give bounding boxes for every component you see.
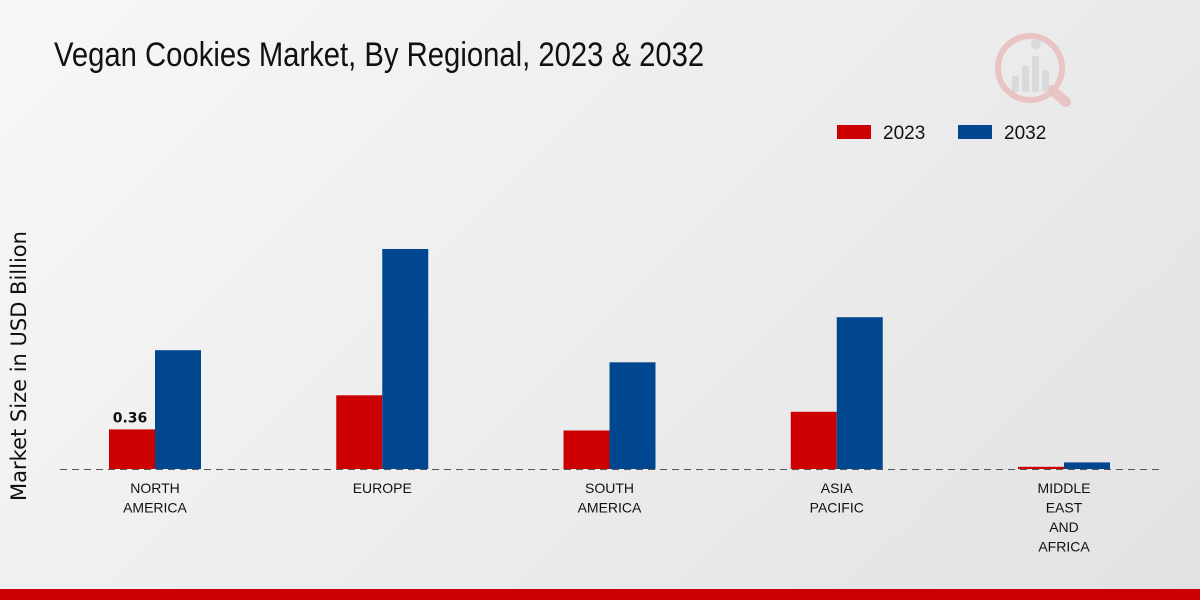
bar-2032-1 <box>382 249 429 469</box>
bar-2023-0 <box>109 429 155 469</box>
y-axis-label: Market Size in USD Billion <box>7 231 31 501</box>
bars <box>109 249 1110 469</box>
x-tick-labels: NORTH AMERICA EUROPE SOUTH AMERICA ASIA PACIFI… <box>123 480 1090 555</box>
bar-2032-4 <box>1064 462 1110 469</box>
footer-accent-bar <box>0 589 1200 600</box>
bar-2023-2 <box>563 430 610 469</box>
chart-title: Vegan Cookies Market, By Regional, 2023 … <box>54 36 705 74</box>
x-tick-label: NORTH AMERICA <box>123 480 187 516</box>
legend-swatch-2032 <box>958 125 992 139</box>
bar-2023-4 <box>1018 466 1064 469</box>
bar-2032-2 <box>609 362 656 469</box>
x-tick-label: MIDDLE EAST AND AFRICA <box>1038 480 1091 555</box>
x-tick-label: ASIA PACIFIC <box>810 480 864 516</box>
legend-label-2032: 2032 <box>1004 123 1046 144</box>
data-label: 0.36 <box>113 410 148 426</box>
legend-label-2023: 2023 <box>883 123 925 144</box>
bar-2023-3 <box>790 411 837 469</box>
bar-2023-1 <box>336 395 383 469</box>
bar-2032-0 <box>155 350 201 469</box>
x-tick-label: EUROPE <box>353 480 412 496</box>
data-labels: 0.36 <box>113 410 148 426</box>
legend: 2023 2032 <box>837 123 1046 144</box>
market-research-logo-icon <box>995 33 1071 107</box>
legend-swatch-2023 <box>837 125 871 139</box>
bar-2032-3 <box>836 317 883 469</box>
x-tick-label: SOUTH AMERICA <box>578 480 642 516</box>
